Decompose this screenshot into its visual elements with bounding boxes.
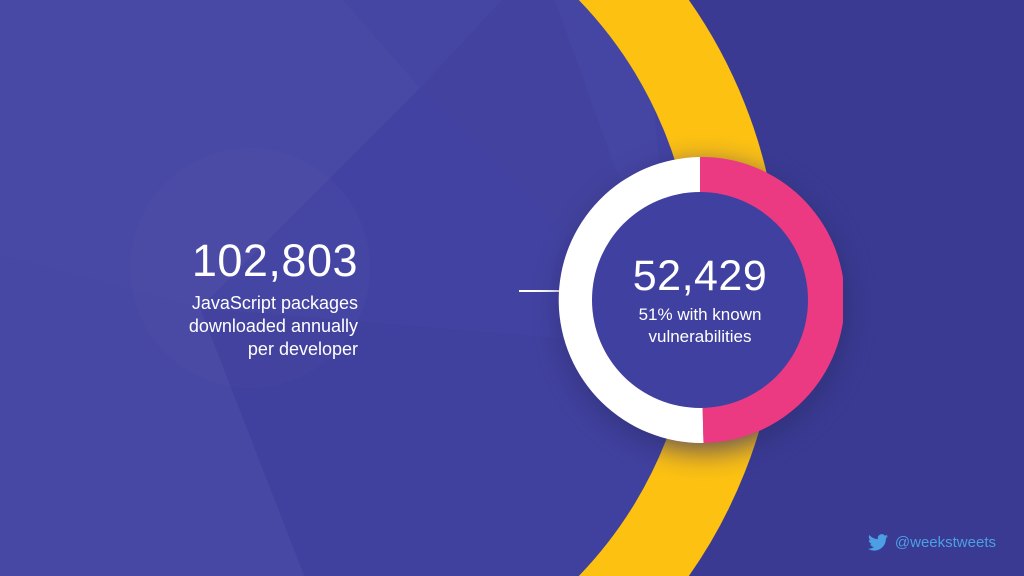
donut-center-label: 52,429 51% with known vulnerabilities [557,157,843,443]
donut-stat-caption: 51% with known vulnerabilities [639,304,762,348]
donut-chart-svg [558,157,843,443]
donut-hole [592,192,808,408]
donut-stat-value: 52,429 [632,251,768,300]
left-statistic: 102,803 JavaScript packages downloaded a… [0,236,358,361]
left-stat-caption-line-2: downloaded annually [188,316,358,336]
twitter-handle-text: @weekstweets [894,534,996,551]
left-stat-caption: JavaScript packages downloaded annually … [0,292,358,361]
left-stat-caption-line-1: JavaScript packages [191,293,358,313]
donut-stat-caption-line-1: 51% with known [638,304,762,324]
donut-chart: 52,429 51% with known vulnerabilities [557,157,847,451]
connector-line [519,290,565,292]
twitter-bird-icon [867,534,888,551]
donut-stat-caption-line-2: vulnerabilities [648,326,752,346]
left-stat-value: 102,803 [191,235,358,286]
twitter-handle[interactable]: @weekstweets [867,534,996,551]
left-stat-caption-line-3: per developer [247,339,358,359]
